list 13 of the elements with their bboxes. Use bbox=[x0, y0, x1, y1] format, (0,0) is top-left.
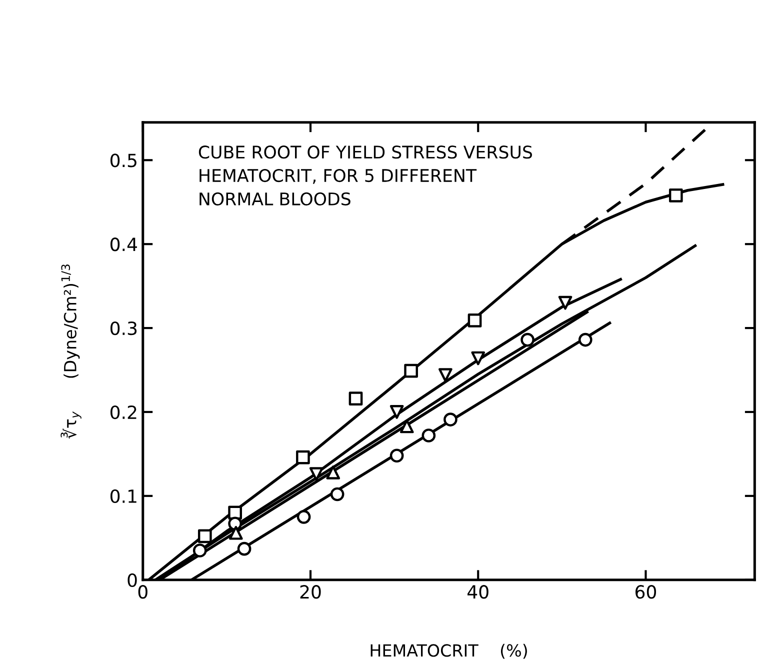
x-tick-label: 60 bbox=[636, 585, 656, 599]
x-tick-label: 40 bbox=[468, 585, 488, 599]
y-tick-label: 0.4 bbox=[110, 238, 138, 252]
y-tick-label: 0.1 bbox=[110, 489, 136, 504]
y-tick-label: 0.5 bbox=[110, 154, 136, 168]
text: CUBE ROOT OF YIELD STRESS VERSUS HEMATOCRIT, FOR 5 DIFFERENT NORMAL BLOODS bbox=[198, 146, 532, 206]
x-tick-label: 0 bbox=[138, 585, 148, 599]
x-axis-title: HEMATOCRIT (%) bbox=[370, 644, 527, 659]
x-tick-label: 20 bbox=[300, 585, 321, 599]
text: ∛τ$_{y}$ (Dyne/Cm²)$^{1/3}$ bbox=[60, 264, 82, 439]
y-tick-label: 0.3 bbox=[110, 321, 137, 336]
y-tick-label: 0.2 bbox=[110, 405, 136, 420]
y-tick-label: 0 bbox=[128, 573, 137, 587]
